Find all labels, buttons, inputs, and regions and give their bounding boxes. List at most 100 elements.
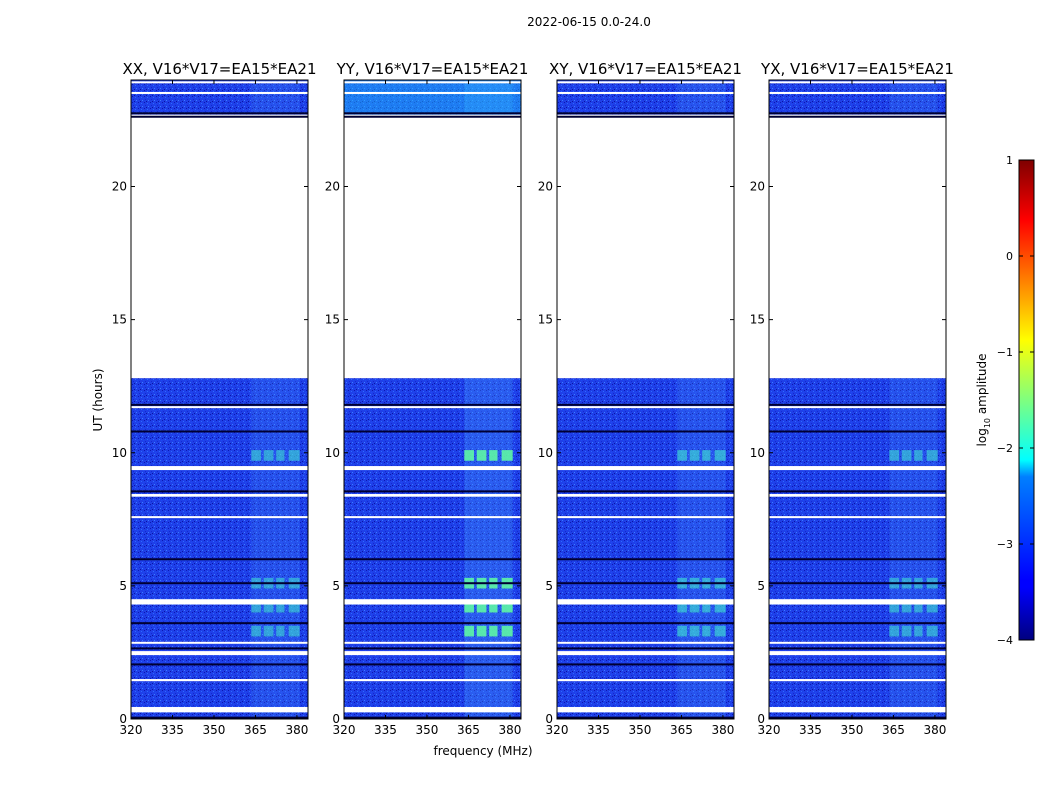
panels: XX, V16*V17=EA15*EA21 320 335 350 365 380 0 5 10…: [112, 60, 954, 737]
rfi-cell: [702, 625, 711, 637]
y-tick-label: 0: [757, 712, 765, 726]
x-tick-label: 350: [203, 723, 226, 737]
flag-line: [769, 716, 946, 719]
y-tick-label: 0: [119, 712, 127, 726]
flag-line: [131, 663, 308, 666]
rfi-cell: [501, 450, 513, 461]
flag-gap: [769, 81, 946, 84]
flag-line: [769, 558, 946, 561]
rfi-cell: [914, 625, 923, 637]
figure-title: 2022-06-15 0.0-24.0: [527, 15, 651, 29]
data-block: [557, 378, 734, 719]
x-tick-label: 365: [670, 723, 693, 737]
flag-gap: [344, 516, 521, 519]
y-tick-label: 10: [112, 446, 127, 460]
flag-line: [769, 115, 946, 118]
y-tick-label: 20: [750, 180, 765, 194]
flag-gap: [769, 707, 946, 713]
rfi-cell: [476, 625, 487, 637]
flag-gap: [557, 651, 734, 656]
flag-gap: [769, 679, 946, 682]
rfi-cell: [489, 450, 498, 461]
x-tick-label: 380: [498, 723, 521, 737]
flag-line: [131, 490, 308, 493]
flag-line: [131, 622, 308, 625]
flag-gap: [131, 406, 308, 409]
flag-gap: [344, 91, 521, 94]
rfi-cell: [501, 625, 513, 637]
rfi-cell: [263, 450, 274, 461]
flag-line: [131, 403, 308, 406]
flag-line: [769, 647, 946, 650]
rfi-cell: [714, 625, 726, 637]
y-tick-label: 5: [119, 579, 127, 593]
rfi-cell: [476, 450, 487, 461]
rfi-cell: [889, 625, 899, 637]
flag-line: [344, 716, 521, 719]
rfi-cell: [689, 625, 700, 637]
flag-line: [557, 115, 734, 118]
rfi-cell: [926, 603, 938, 613]
rfi-band: [464, 80, 513, 115]
rfi-cell: [276, 603, 285, 613]
flag-line: [769, 430, 946, 433]
rfi-cell: [276, 625, 285, 637]
flag-gap: [131, 81, 308, 84]
y-tick-label: 15: [538, 313, 553, 327]
rfi-cell: [476, 603, 487, 613]
flag-line: [131, 430, 308, 433]
y-tick-label: 5: [757, 579, 765, 593]
flag-line: [344, 112, 521, 115]
rfi-band: [251, 378, 300, 719]
flag-line: [769, 490, 946, 493]
flag-line: [131, 112, 308, 115]
x-tick-label: 335: [161, 723, 184, 737]
flag-gap: [769, 406, 946, 409]
colorbar-tick-label: −3: [997, 538, 1013, 551]
flag-gap: [344, 81, 521, 84]
data-block: [557, 80, 734, 115]
rfi-cell: [714, 450, 726, 461]
x-tick-label: 335: [587, 723, 610, 737]
flag-gap: [557, 707, 734, 713]
rfi-cell: [489, 625, 498, 637]
data-block: [769, 378, 946, 719]
rfi-band: [677, 80, 726, 115]
rfi-cell: [914, 603, 923, 613]
rfi-cell: [288, 625, 300, 637]
panel-title: XY, V16*V17=EA15*EA21: [549, 60, 742, 78]
y-tick-label: 10: [750, 446, 765, 460]
flag-line: [557, 647, 734, 650]
x-tick-label: 350: [416, 723, 439, 737]
flag-line: [131, 716, 308, 719]
flag-gap: [344, 494, 521, 497]
rfi-cell: [263, 625, 274, 637]
rfi-cell: [914, 450, 923, 461]
rfi-band: [889, 80, 938, 115]
y-tick-label: 15: [112, 313, 127, 327]
colorbar-tick-label: 1: [1006, 154, 1013, 167]
x-tick-label: 365: [882, 723, 905, 737]
rfi-cell: [251, 450, 261, 461]
rfi-cell: [464, 603, 474, 613]
flag-line: [131, 558, 308, 561]
flag-line: [557, 403, 734, 406]
rfi-cell: [263, 603, 274, 613]
flag-gap: [344, 707, 521, 713]
rfi-band: [677, 378, 726, 719]
rfi-cell: [889, 450, 899, 461]
rfi-cell: [689, 603, 700, 613]
flag-line: [769, 403, 946, 406]
data-block: [344, 80, 521, 115]
rfi-cell: [889, 603, 899, 613]
colorbar-label: log10 amplitude: [975, 354, 992, 447]
rfi-cell: [901, 603, 912, 613]
rfi-cell: [288, 603, 300, 613]
data-block: [131, 378, 308, 719]
y-tick-label: 15: [750, 313, 765, 327]
rfi-cell: [464, 625, 474, 637]
colorbar-tick-label: −4: [997, 634, 1013, 647]
flag-gap: [131, 651, 308, 656]
flag-gap: [769, 466, 946, 471]
flag-gap: [131, 494, 308, 497]
